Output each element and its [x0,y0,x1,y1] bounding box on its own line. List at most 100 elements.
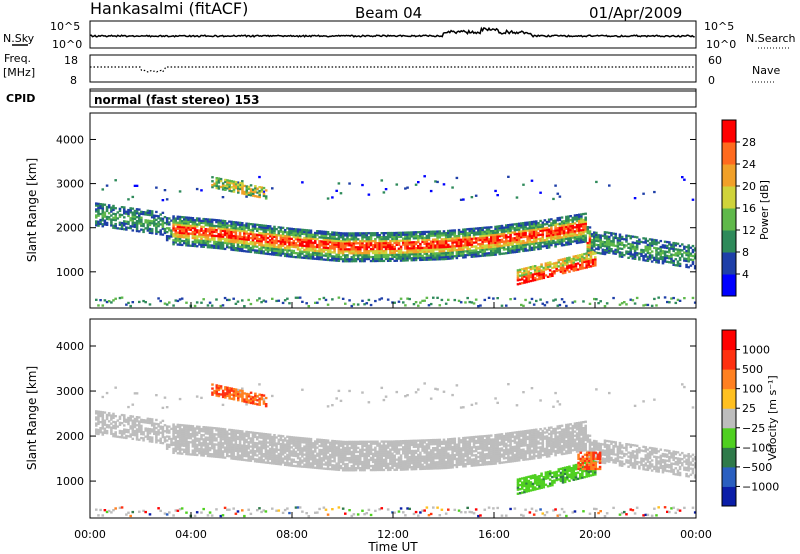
power-cell [502,228,506,231]
velocity-cell [123,428,126,431]
power-cell [359,246,362,249]
power-cell [245,189,249,192]
power-cell [97,224,100,227]
velocity-cell [210,455,214,458]
power-cell [589,265,593,268]
power-cell [511,227,514,230]
power-cell [206,238,210,241]
power-cell [447,255,450,258]
power-cell [517,238,521,241]
power-cell [434,234,437,237]
power-cell [243,244,246,247]
power-cell [217,241,220,244]
power-cell [155,226,158,229]
power-cell [294,242,298,245]
velocity-cell [256,448,259,451]
velocity-cell [210,428,214,432]
power-cell [524,229,527,232]
power-cell [114,179,117,182]
power-cell [159,233,162,236]
power-cell [193,225,197,228]
velocity-cell [178,444,182,447]
velocity-cell [283,461,287,465]
velocity-cell [266,451,270,454]
velocity-cell [296,506,300,509]
freq-strip: Freq. [MHz] 18 8 60 0 Nave [3,52,780,87]
power-cell [354,258,358,261]
power-cell [485,228,489,231]
velocity-cell [275,436,278,439]
power-cell [580,235,583,238]
power-cell [583,252,586,256]
power-cell [339,234,343,237]
power-cell [193,227,197,230]
power-cell [567,227,570,230]
power-cell [584,234,587,237]
power-cell [258,297,261,300]
power-cell [326,250,330,254]
power-cell [605,249,609,252]
velocity-cell [165,435,169,438]
velocity-cell [148,513,152,516]
power-cell [522,245,525,249]
power-cell [588,234,592,237]
power-cell [410,249,414,252]
velocity-cell [226,438,229,441]
power-cell [620,243,624,246]
power-cell [97,208,100,211]
velocity-cell [262,444,266,448]
velocity-cell [298,443,302,446]
power-cell [374,299,377,303]
power-cell [341,258,345,261]
power-cell [429,244,433,247]
power-cell [395,257,399,260]
power-cell [472,237,476,240]
power-cell [539,245,542,248]
power-cell [644,303,648,307]
power-cell [440,254,444,257]
velocity-cell [176,509,180,512]
power-cell [138,230,141,233]
power-cell [449,229,452,232]
power-cell [566,269,569,272]
power-cell [275,253,278,257]
power-cell [402,255,405,258]
power-cell [584,240,587,243]
velocity-cell [249,457,253,460]
power-cell [528,231,532,234]
power-cell [627,242,630,246]
power-cell [234,239,238,242]
power-cell [286,239,289,242]
power-cell [541,237,545,240]
velocity-cell [215,455,218,458]
velocity-cell [202,434,205,437]
power-cell [367,252,371,255]
velocity-cell [296,440,300,444]
velocity-cell [198,431,201,435]
power-cell [524,227,527,230]
velocity-cell [249,449,253,452]
power-cell [580,237,583,240]
power-cell [444,253,448,257]
velocity-cell [253,458,257,461]
power-cell [581,261,584,264]
power-cell [296,236,300,239]
power-cell [148,231,152,234]
colorbar-tick-label: 8 [742,246,749,259]
velocity-cell [210,432,214,436]
power-cell [444,241,448,245]
power-cell [569,236,572,240]
power-cell [408,233,411,236]
velocity-cell [238,444,242,447]
power-cell [344,256,347,259]
velocity-cell [176,448,180,451]
power-cell [399,249,403,252]
power-cell [474,255,478,258]
velocity-cell [273,454,276,457]
power-cell [683,259,686,262]
power-cell [283,238,287,242]
power-cell [223,241,227,245]
power-cell [237,191,240,194]
power-cell [593,243,596,246]
velocity-cell [185,432,188,435]
